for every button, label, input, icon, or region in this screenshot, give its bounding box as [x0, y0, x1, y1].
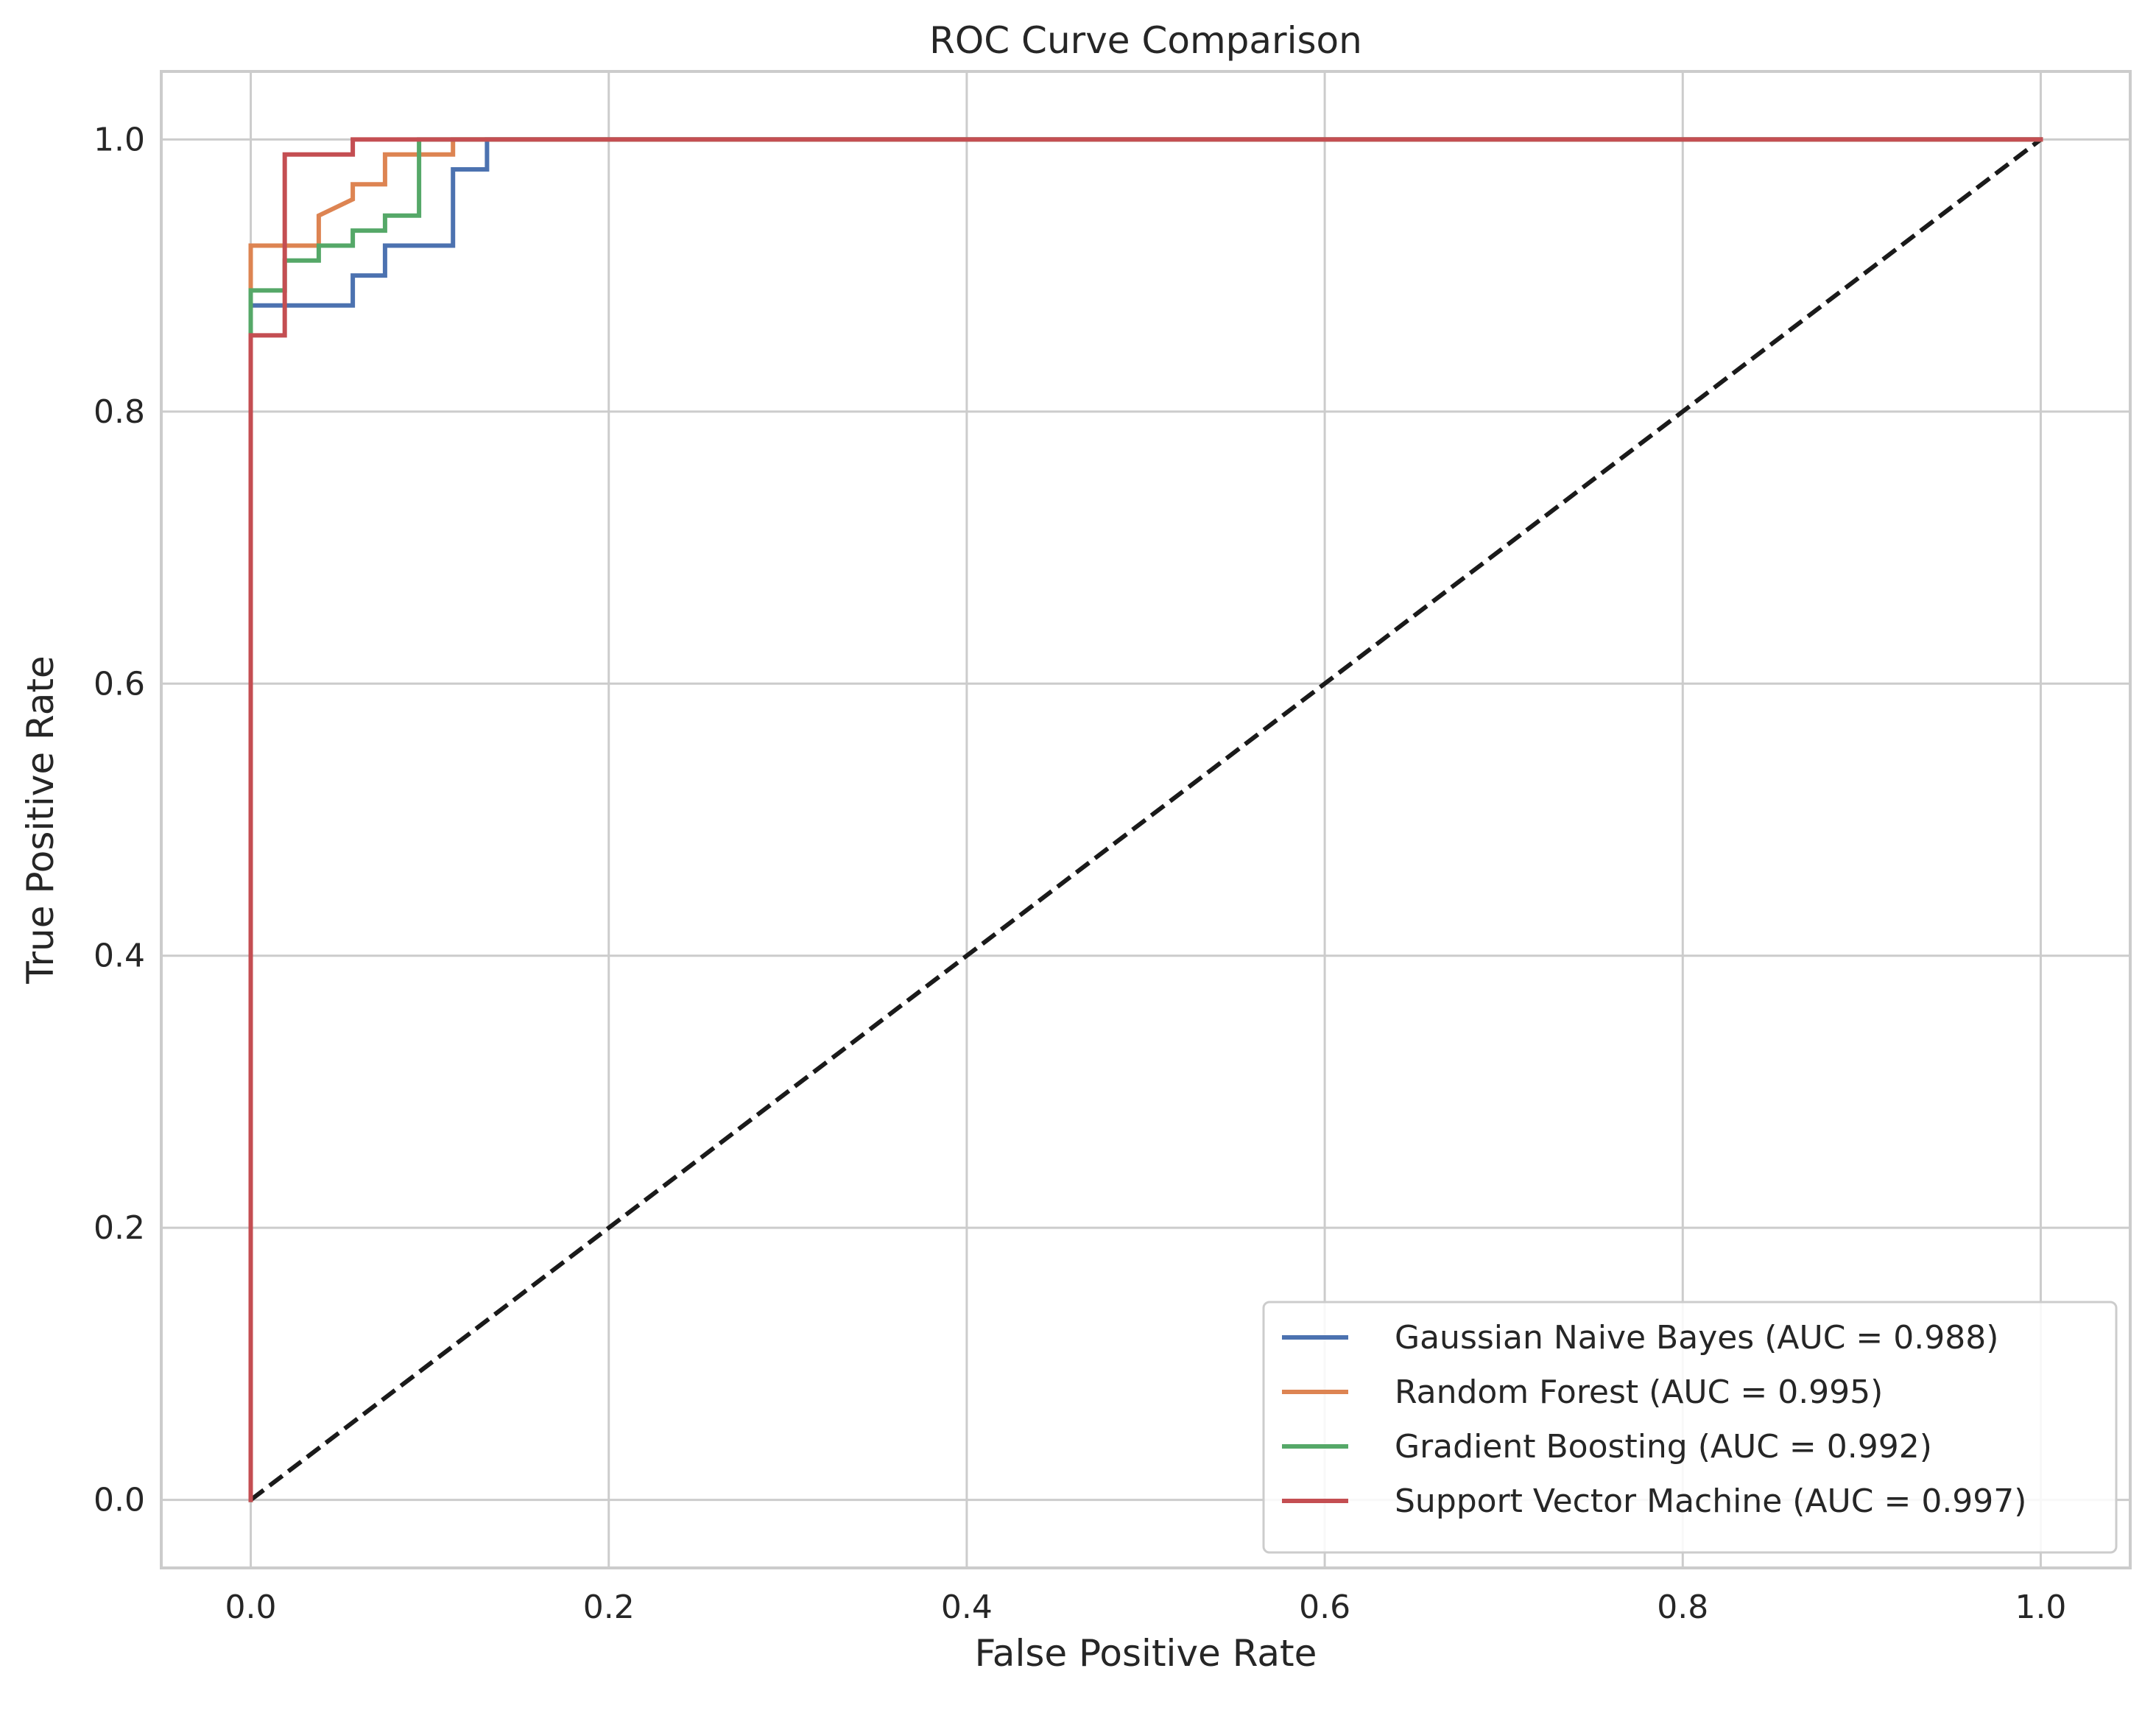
y-tick-label: 1.0	[94, 121, 145, 158]
y-axis-label: True Positive Rate	[19, 655, 62, 984]
y-tick-labels: 0.0 0.2 0.4 0.6 0.8 1.0	[94, 121, 145, 1519]
legend-label: Random Forest (AUC = 0.995)	[1395, 1373, 1883, 1411]
x-tick-label: 0.4	[941, 1589, 993, 1626]
roc-series-line-2	[248, 137, 2043, 1502]
x-tick-label: 0.8	[1657, 1589, 1708, 1626]
y-tick-label: 0.6	[94, 665, 145, 703]
x-axis-label: False Positive Rate	[975, 1632, 1317, 1675]
roc-series-line-4	[248, 137, 2043, 1502]
plot-border	[160, 70, 2132, 1569]
x-tick-label: 0.2	[583, 1589, 635, 1626]
reference-diagonal-line	[249, 137, 2043, 1502]
x-tick-label: 0.0	[225, 1589, 277, 1626]
legend-label: Gradient Boosting (AUC = 0.992)	[1395, 1428, 1932, 1466]
y-tick-label: 0.8	[94, 393, 145, 431]
y-tick-label: 0.0	[94, 1482, 145, 1519]
x-tick-label: 1.0	[2015, 1589, 2066, 1626]
x-tick-label: 0.6	[1299, 1589, 1350, 1626]
legend: Gaussian Naive Bayes (AUC = 0.988) Random…	[1262, 1301, 2118, 1554]
roc-series-line-3	[248, 137, 2043, 1502]
reference-diagonal-layer	[249, 137, 2043, 1502]
chart-title: ROC Curve Comparison	[929, 19, 1362, 62]
series-layer	[248, 137, 2043, 1502]
y-tick-label: 0.2	[94, 1209, 145, 1247]
x-tick-labels: 0.0 0.2 0.4 0.6 0.8 1.0	[225, 1589, 2067, 1626]
legend-label: Support Vector Machine (AUC = 0.997)	[1395, 1482, 2026, 1520]
legend-label: Gaussian Naive Bayes (AUC = 0.988)	[1395, 1319, 1998, 1357]
legend-box	[1262, 1301, 2118, 1554]
y-tick-label: 0.4	[94, 938, 145, 975]
